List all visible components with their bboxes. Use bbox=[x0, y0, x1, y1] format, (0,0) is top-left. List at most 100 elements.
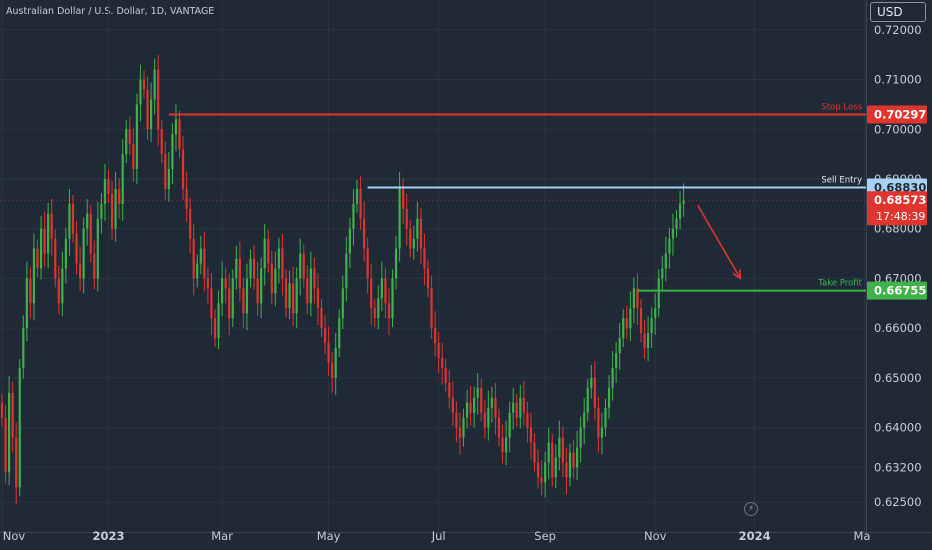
candle-body bbox=[32, 248, 36, 304]
price-tick-label: 0.63200 bbox=[874, 460, 922, 474]
candle-body bbox=[323, 328, 327, 344]
candle-body bbox=[387, 303, 391, 319]
price-tick-label: 0.70000 bbox=[874, 122, 922, 136]
take-profit-label: Take Profit bbox=[817, 279, 862, 289]
candle-body bbox=[611, 367, 614, 388]
candle-body bbox=[153, 69, 156, 100]
candle-body bbox=[529, 427, 533, 443]
candle-body bbox=[260, 268, 263, 304]
candle-body bbox=[618, 338, 621, 354]
candle-body bbox=[288, 283, 291, 309]
candle-body bbox=[103, 178, 107, 204]
candle-body bbox=[79, 263, 82, 279]
currency-button[interactable]: USD bbox=[870, 2, 926, 22]
candle-body bbox=[551, 442, 554, 478]
candle-body bbox=[217, 303, 220, 339]
candle-body bbox=[430, 288, 433, 329]
candle-body bbox=[661, 268, 664, 279]
candle-body bbox=[678, 203, 682, 219]
candle-body bbox=[615, 353, 618, 368]
forecast-arrowhead bbox=[732, 269, 742, 281]
candle-body bbox=[139, 79, 142, 105]
candle-body bbox=[505, 437, 508, 453]
grid bbox=[0, 0, 866, 532]
candle-body bbox=[494, 397, 497, 418]
candle-body bbox=[231, 278, 234, 319]
candle-body bbox=[295, 278, 298, 314]
candle-body bbox=[142, 79, 146, 90]
candle-body bbox=[11, 392, 14, 438]
candle-body bbox=[419, 218, 422, 249]
candle-body bbox=[622, 318, 625, 339]
price-axis[interactable]: 0.720000.710000.700000.690000.680000.670… bbox=[866, 0, 932, 550]
candle-body bbox=[181, 149, 185, 189]
candle-body bbox=[29, 278, 32, 304]
candle-body bbox=[519, 397, 522, 418]
price-tick-label: 0.66000 bbox=[874, 321, 922, 335]
candle-body bbox=[15, 437, 18, 488]
candle-body bbox=[61, 268, 64, 304]
candle-body bbox=[639, 308, 643, 334]
candle-body bbox=[636, 288, 639, 309]
candle-body bbox=[487, 407, 490, 428]
candle-body bbox=[363, 218, 366, 249]
time-tick-label: Sep bbox=[534, 529, 556, 543]
candle-body bbox=[100, 203, 103, 219]
candle-body bbox=[593, 377, 596, 408]
candle-body bbox=[359, 188, 362, 219]
candle-body bbox=[50, 213, 53, 239]
candle-body bbox=[174, 119, 178, 135]
candle-body bbox=[650, 318, 653, 334]
candle-body bbox=[107, 178, 110, 194]
candle-body bbox=[409, 228, 412, 249]
current-price-value: 0.68573 bbox=[874, 193, 926, 207]
candle-body bbox=[221, 278, 224, 304]
candle-body bbox=[579, 427, 582, 448]
candle-body bbox=[366, 248, 369, 279]
candle-body bbox=[64, 238, 67, 269]
take-profit-price-box bbox=[867, 281, 927, 300]
candle-body bbox=[423, 248, 426, 269]
candle-body bbox=[118, 188, 121, 204]
candle-body bbox=[132, 144, 135, 170]
candles bbox=[0, 54, 685, 505]
candle-body bbox=[473, 397, 476, 413]
candle-body bbox=[135, 104, 138, 170]
candle-body bbox=[192, 238, 195, 279]
candle-body bbox=[412, 238, 415, 249]
candle-body bbox=[203, 248, 206, 279]
candle-body bbox=[508, 412, 511, 438]
candle-body bbox=[377, 298, 380, 319]
time-axis-bg bbox=[0, 532, 932, 550]
candle-body bbox=[604, 407, 607, 428]
candle-body bbox=[263, 238, 266, 269]
candle-body bbox=[189, 208, 192, 239]
candle-body bbox=[178, 119, 181, 150]
candle-body bbox=[682, 200, 685, 204]
lightning-icon[interactable]: ⚡ bbox=[744, 502, 758, 516]
candle-body bbox=[434, 328, 437, 344]
time-axis[interactable]: Nov 2023 Mar May Jul Sep Nov 2024 Ma bbox=[0, 529, 932, 550]
candle-body bbox=[57, 278, 60, 304]
candle-body bbox=[455, 412, 458, 428]
candle-body bbox=[384, 278, 387, 304]
sell-entry-price-value: 0.68830 bbox=[874, 180, 926, 194]
candle-body bbox=[373, 308, 376, 319]
candle-body bbox=[490, 397, 493, 408]
current-price-box bbox=[867, 191, 927, 226]
time-tick-label: Nov bbox=[3, 529, 26, 543]
candle-body bbox=[210, 288, 213, 319]
candle-body bbox=[675, 218, 678, 229]
candle-body bbox=[629, 308, 632, 329]
candle-body bbox=[185, 188, 188, 209]
candle-body bbox=[480, 387, 483, 413]
forecast-arrow bbox=[697, 204, 742, 279]
candle-body bbox=[327, 343, 330, 363]
candle-body bbox=[18, 367, 21, 488]
candle-body bbox=[213, 318, 217, 339]
candle-body bbox=[114, 188, 117, 229]
candle-body bbox=[654, 308, 657, 319]
candle-body bbox=[544, 462, 547, 483]
candle-body bbox=[4, 417, 7, 473]
